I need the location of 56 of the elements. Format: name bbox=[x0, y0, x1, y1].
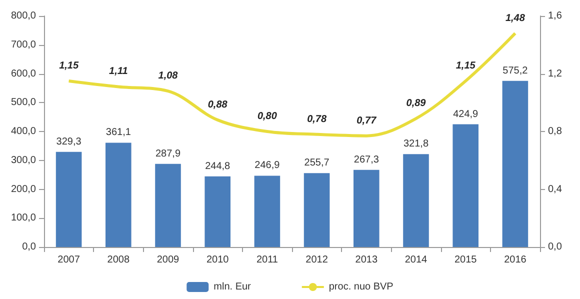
data-label: 575,2 bbox=[502, 65, 528, 76]
data-label: 0,80 bbox=[257, 111, 278, 122]
y-tick-label: 200,0 bbox=[10, 184, 36, 195]
data-label: 329,3 bbox=[56, 136, 82, 148]
data-label: 424,9 bbox=[453, 108, 479, 120]
data-label: 361,1 bbox=[106, 127, 132, 138]
data-label: 1,15 bbox=[456, 60, 476, 72]
data-label: 1,11 bbox=[109, 66, 128, 78]
bar bbox=[403, 154, 429, 247]
data-label: 0,88 bbox=[208, 99, 228, 110]
bar bbox=[254, 176, 280, 247]
y-tick-label: 400,0 bbox=[10, 126, 36, 137]
y2-tick-label: 0,0 bbox=[548, 242, 562, 252]
y-tick-label: 0,0 bbox=[22, 242, 36, 252]
bar bbox=[56, 152, 82, 247]
x-tick-label: 2014 bbox=[404, 254, 428, 266]
data-label: 1,15 bbox=[59, 60, 79, 72]
bar bbox=[354, 170, 380, 247]
x-tick-label: 2012 bbox=[306, 254, 328, 266]
x-tick-label: 2007 bbox=[58, 254, 80, 266]
legend-label: mln. Eur bbox=[214, 282, 252, 292]
y2-tick-label: 1,6 bbox=[548, 10, 562, 22]
x-tick-label: 2008 bbox=[107, 254, 130, 266]
x-tick-label: 2013 bbox=[355, 254, 378, 266]
data-label: 0,77 bbox=[356, 115, 377, 126]
x-tick-label: 2011 bbox=[256, 254, 278, 266]
bar bbox=[502, 80, 528, 247]
y-tick-label: 800,0 bbox=[10, 10, 36, 22]
y2-tick-label: 1,2 bbox=[548, 68, 562, 80]
x-tick-label: 2016 bbox=[504, 254, 527, 266]
x-tick-label: 2010 bbox=[206, 254, 230, 266]
data-label: 267,3 bbox=[354, 154, 380, 166]
data-label: 1,08 bbox=[158, 70, 178, 82]
bar bbox=[106, 142, 132, 247]
bar bbox=[155, 164, 181, 247]
x-tick-label: 2009 bbox=[156, 254, 180, 266]
data-label: 0,89 bbox=[406, 98, 426, 110]
data-label: 246,9 bbox=[254, 160, 280, 172]
data-label: 0,78 bbox=[307, 114, 327, 125]
data-label: 244,8 bbox=[205, 160, 231, 172]
y2-tick-label: 0,4 bbox=[548, 184, 562, 195]
y-tick-label: 100,0 bbox=[10, 212, 36, 224]
y-tick-label: 300,0 bbox=[10, 154, 36, 166]
data-label: 321,8 bbox=[403, 138, 429, 150]
bar bbox=[452, 124, 478, 247]
bar bbox=[304, 173, 330, 247]
legend-label: proc. nuo BVP bbox=[328, 282, 394, 292]
data-label: 287,9 bbox=[155, 148, 181, 160]
data-label: 255,7 bbox=[304, 158, 330, 169]
y-tick-label: 700,0 bbox=[10, 39, 36, 50]
data-label: 1,48 bbox=[505, 12, 526, 24]
y2-tick-label: 0,8 bbox=[548, 126, 562, 137]
x-tick-label: 2015 bbox=[454, 254, 478, 266]
bar bbox=[204, 176, 230, 247]
y-tick-label: 500,0 bbox=[10, 97, 36, 108]
y-tick-label: 600,0 bbox=[10, 68, 36, 80]
